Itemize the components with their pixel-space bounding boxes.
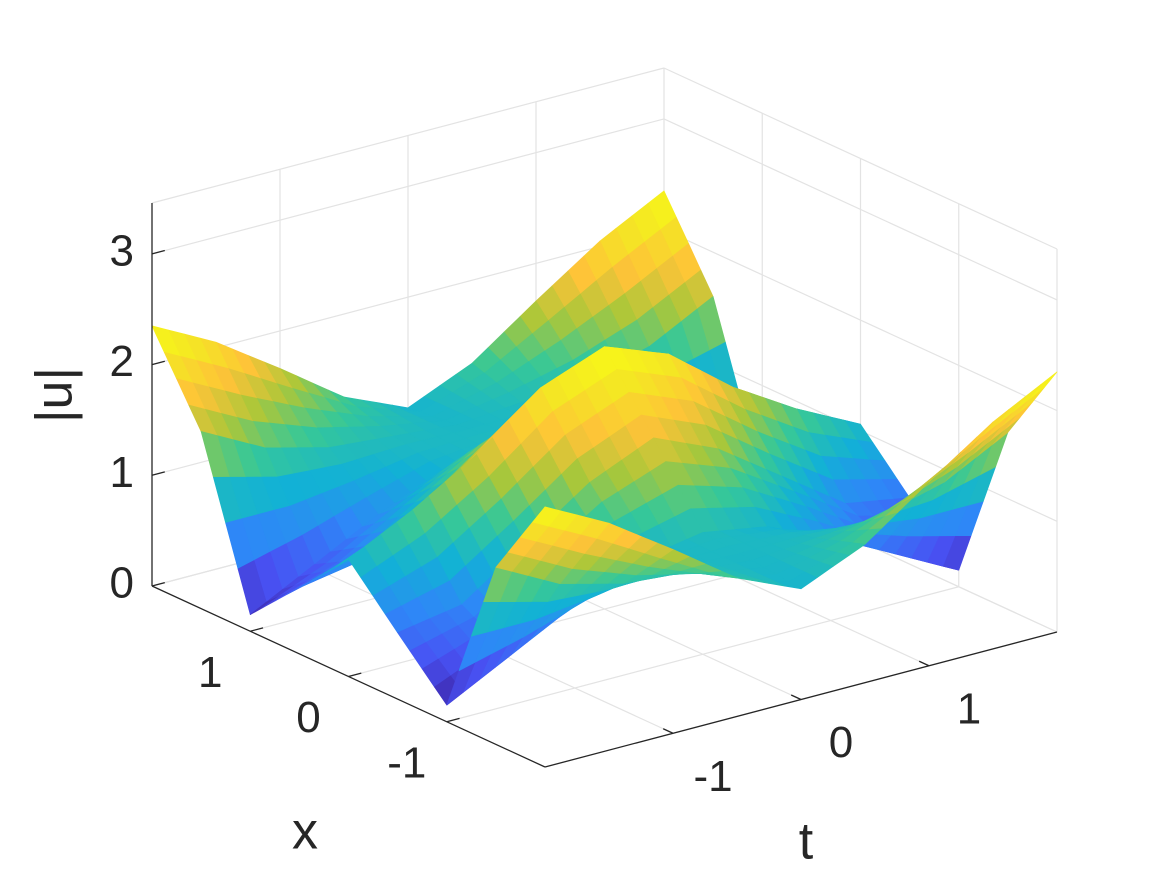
z-tick-label: 1: [110, 448, 134, 497]
t-tick-label: -1: [693, 752, 732, 801]
tick-mark: [348, 672, 362, 678]
t-axis-line: [544, 631, 1058, 768]
tick-mark: [151, 360, 165, 366]
x-tick-label: 1: [198, 648, 222, 697]
surface-patch: [532, 506, 562, 527]
surface-patch: [1028, 371, 1058, 400]
tick-mark: [918, 660, 930, 667]
z-tick-label: 3: [110, 227, 134, 276]
t-tick-label: 0: [829, 718, 853, 767]
tick-mark: [790, 694, 802, 701]
grid-line: [151, 118, 665, 255]
tick-mark: [151, 249, 165, 255]
grid-line: [663, 229, 1058, 412]
t-tick-label: 1: [957, 684, 981, 733]
z-tick-label: 0: [110, 559, 134, 608]
t-axis-label: t: [799, 813, 814, 871]
z-axis-label: |u|: [26, 367, 84, 423]
tick-mark: [151, 471, 165, 476]
tick-mark: [250, 627, 264, 632]
x-axis-line: [151, 585, 546, 768]
tick-mark: [446, 717, 460, 723]
grid-line: [151, 229, 665, 366]
x-axis-label: x: [292, 803, 318, 861]
axes: -1 0 1 -1 0 1 0 1 2 3: [110, 203, 1058, 801]
x-tick-label: 0: [296, 693, 320, 742]
tick-mark: [662, 728, 674, 734]
tick-mark: [151, 581, 165, 587]
grid-line: [663, 118, 1058, 301]
x-tick-label: -1: [387, 738, 426, 787]
z-tick-label: 2: [110, 337, 134, 386]
surface: [151, 190, 1058, 706]
